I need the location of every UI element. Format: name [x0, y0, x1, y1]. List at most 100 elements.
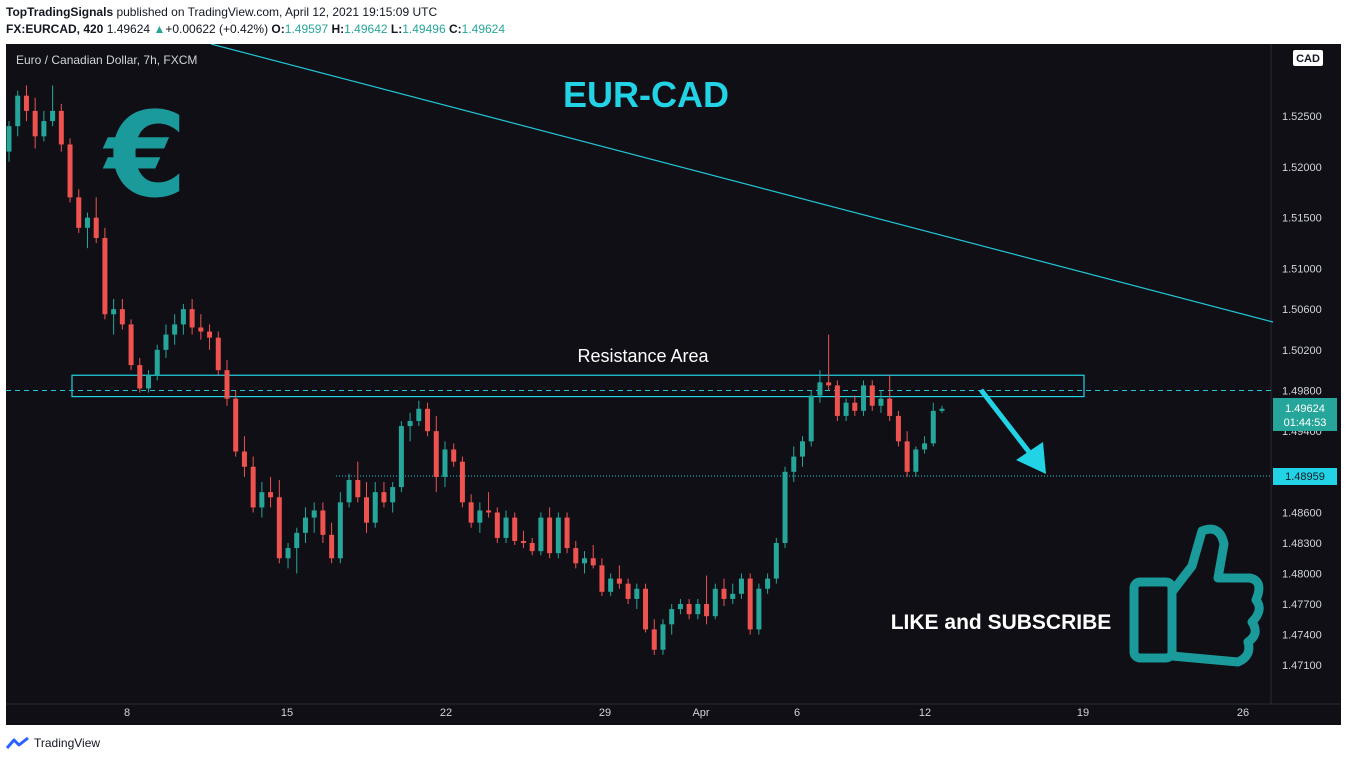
x-tick-label: 19 [1077, 707, 1089, 719]
candle-body [346, 479, 352, 503]
euro-icon: € [102, 86, 187, 224]
change-value: +0.00622 (+0.42%) [165, 22, 269, 36]
candle-body [364, 497, 370, 523]
candle-series [6, 85, 945, 655]
candle-body [669, 609, 675, 625]
candle-body [337, 502, 343, 559]
y-tick-label: 1.52500 [1282, 111, 1322, 123]
candle-body [302, 517, 308, 533]
candle-body [233, 398, 239, 452]
high-label: H: [331, 22, 345, 36]
candle-body [677, 604, 683, 610]
candle-body [808, 395, 814, 442]
candle-body [486, 510, 492, 513]
candle-body [738, 578, 744, 594]
chart-panel[interactable]: 1.52500 1.52000 1.51500 1.51000 1.50600 1.502… [6, 44, 1341, 725]
candle-body [180, 309, 186, 325]
y-tick-label: 1.48000 [1282, 569, 1322, 581]
candle-body [538, 517, 544, 552]
candle-body [791, 456, 797, 472]
candle-body [887, 398, 893, 416]
candle-body [834, 385, 840, 416]
svg-text:€: € [102, 86, 187, 224]
candle-body [826, 382, 832, 386]
candle-body [320, 510, 326, 535]
open-label: O: [271, 22, 285, 36]
candle-body [861, 385, 867, 411]
candle-body [643, 588, 649, 630]
y-tick-label: 1.47400 [1282, 630, 1322, 642]
candle-body [625, 583, 631, 599]
candle-body [189, 309, 195, 328]
candle-body [329, 534, 335, 559]
publisher-name[interactable]: TopTradingSignals [6, 5, 114, 19]
candle-body [294, 532, 300, 549]
candle-body [799, 441, 805, 457]
open-value: 1.49597 [284, 22, 329, 36]
candle-body [6, 126, 12, 152]
last-price-tag-text: 1.49624 [1285, 403, 1325, 415]
candle-body [512, 517, 518, 541]
resistance-zone[interactable] [71, 374, 1085, 398]
candle-body [41, 121, 47, 137]
y-tick-group: 1.52500 1.52000 1.51500 1.51000 1.50600 1.502… [1282, 111, 1322, 672]
candle-body [381, 492, 387, 503]
high-value: 1.49642 [344, 22, 388, 36]
candle-body [712, 588, 718, 617]
x-tick-group: 8 15 22 29 Apr 6 12 19 26 [124, 707, 1249, 719]
low-value: 1.49496 [402, 22, 446, 36]
x-tick-label: 29 [599, 707, 611, 719]
candle-body [555, 517, 561, 554]
big-title: EUR-CAD [563, 74, 729, 115]
candle-body [93, 217, 99, 238]
trendline[interactable] [210, 44, 1274, 323]
arrow-down-icon [979, 388, 1046, 474]
candle-body [503, 517, 509, 538]
candle-body [608, 578, 614, 592]
y-tick-label: 1.51000 [1282, 264, 1322, 276]
candle-body [573, 548, 579, 564]
candle-body [259, 492, 265, 508]
candle-body [660, 624, 666, 650]
candle-body [599, 565, 605, 592]
candle-body [250, 466, 256, 508]
y-tick-label: 1.50600 [1282, 304, 1322, 316]
x-tick-label: 8 [124, 707, 130, 719]
candle-body [477, 510, 483, 523]
candle-body [564, 517, 570, 549]
currency-badge-label: CAD [1296, 53, 1320, 65]
candle-body [67, 144, 73, 198]
footer-brand-label: TradingView [34, 736, 101, 750]
candle-body [398, 426, 404, 488]
candle-body [520, 540, 526, 543]
candle-body [58, 110, 64, 145]
publish-info: TopTradingSignals published on TradingVi… [6, 5, 437, 19]
currency-badge[interactable] [1293, 50, 1323, 66]
candle-body [355, 479, 361, 498]
y-tick-label: 1.50200 [1282, 345, 1322, 357]
candle-body [372, 492, 378, 523]
candle-body [137, 365, 143, 389]
candle-body [756, 588, 762, 630]
chart-canvas[interactable]: 1.52500 1.52000 1.51500 1.51000 1.50600 1.502… [6, 44, 1341, 725]
candle-body [765, 578, 771, 589]
candle-body [111, 309, 117, 315]
candle-body [695, 604, 701, 615]
candle-body [76, 197, 82, 228]
candle-body [852, 402, 858, 411]
close-value: 1.49624 [461, 22, 506, 36]
candle-body [547, 517, 553, 554]
y-tick-label: 1.52000 [1282, 162, 1322, 174]
thumbs-up-icon [1129, 524, 1264, 667]
y-tick-label: 1.51500 [1282, 213, 1322, 225]
candle-body [268, 492, 274, 498]
ohlc-legend: FX:EURCAD, 420 1.49624 ▲+0.00622 (+0.42%… [6, 22, 505, 36]
candle-body [651, 629, 657, 650]
candle-body [163, 334, 169, 350]
y-tick-label: 1.48300 [1282, 538, 1322, 550]
candle-body [494, 512, 500, 538]
footer-brand[interactable]: TradingView [6, 736, 100, 750]
x-tick-label: 6 [794, 707, 800, 719]
candle-body [939, 408, 945, 411]
candle-body [468, 502, 474, 523]
